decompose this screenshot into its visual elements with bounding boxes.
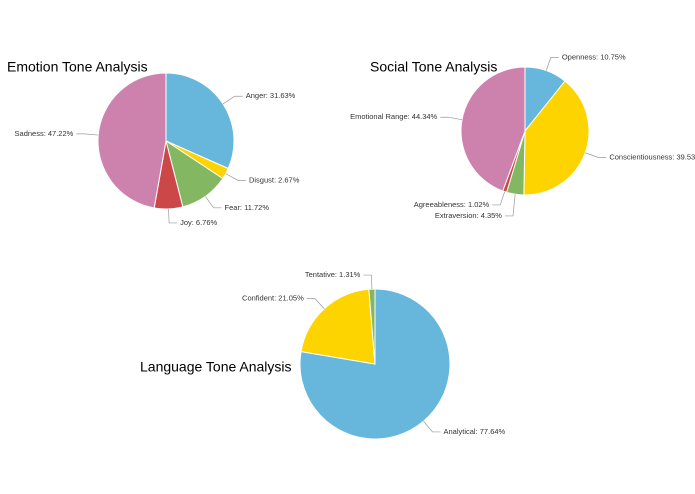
slice-label: Emotional Range: 44.34% bbox=[350, 112, 437, 121]
leader-line bbox=[222, 95, 243, 105]
slice-label: Fear: 11.72% bbox=[225, 203, 270, 212]
pie-slice bbox=[97, 72, 167, 209]
slice-label: Confident: 21.05% bbox=[242, 293, 304, 302]
slice-label: Openness: 10.75% bbox=[562, 52, 626, 61]
pie-slice bbox=[368, 288, 376, 365]
leader-line bbox=[440, 116, 463, 121]
chart-title: Emotion Tone Analysis bbox=[7, 59, 148, 75]
chart-title: Language Tone Analysis bbox=[140, 359, 292, 375]
slice-label: Anger: 31.63% bbox=[246, 91, 296, 100]
pie-slice bbox=[299, 288, 451, 440]
leader-line bbox=[76, 133, 99, 136]
slice-label: Extraversion: 4.35% bbox=[435, 211, 502, 220]
leader-line bbox=[504, 194, 516, 217]
pie-slice bbox=[460, 66, 526, 192]
leader-line bbox=[492, 191, 505, 206]
pie-slice bbox=[300, 288, 376, 365]
slice-label: Disgust: 2.67% bbox=[249, 175, 300, 184]
slice-label: Analytical: 77.64% bbox=[444, 427, 506, 436]
slice-label: Tentative: 1.31% bbox=[305, 270, 361, 279]
slice-label: Joy: 6.76% bbox=[180, 218, 217, 227]
chart-title: Social Tone Analysis bbox=[370, 59, 497, 75]
leader-line bbox=[585, 152, 607, 158]
leader-line bbox=[545, 57, 559, 71]
leader-line bbox=[363, 274, 373, 290]
slice-label: Agreeableness: 1.02% bbox=[414, 200, 490, 209]
leader-line bbox=[225, 173, 246, 181]
leader-line bbox=[205, 196, 222, 209]
leader-line bbox=[423, 421, 441, 433]
slice-label: Conscientiousness: 39.53% bbox=[609, 152, 695, 161]
slice-label: Sadness: 47.22% bbox=[15, 129, 74, 138]
leader-line bbox=[168, 208, 178, 224]
leader-line bbox=[306, 298, 325, 310]
